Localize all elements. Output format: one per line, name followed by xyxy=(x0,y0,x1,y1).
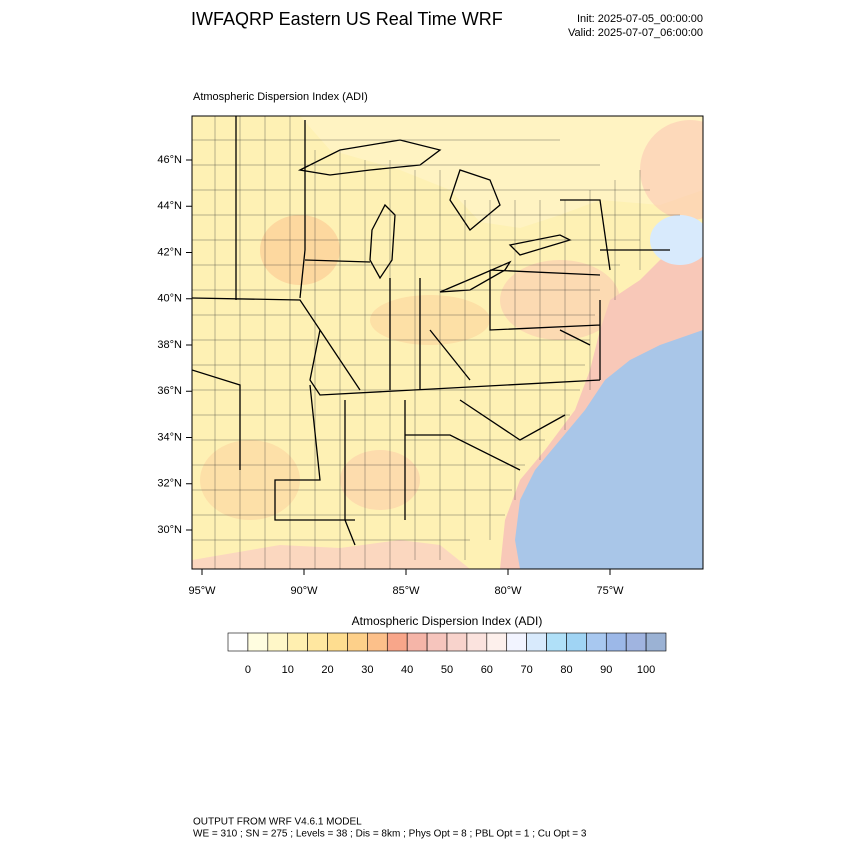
title: IWFAQRP Eastern US Real Time WRF xyxy=(191,9,503,29)
colorbar-tick-label: 40 xyxy=(401,664,413,676)
lon-label: 85°W xyxy=(392,585,420,597)
colorbar-box xyxy=(227,632,249,652)
colorbar-box xyxy=(566,632,587,652)
init-time: Init: 2025-07-05_00:00:00 xyxy=(577,13,703,25)
lat-label: 30°N xyxy=(157,524,182,536)
lat-label: 40°N xyxy=(157,293,182,305)
colorbar-box xyxy=(247,632,269,652)
lat-label: 44°N xyxy=(157,200,182,212)
colorbar-box xyxy=(546,632,567,652)
lat-label: 32°N xyxy=(157,478,182,490)
footer-line: WE = 310 ; SN = 275 ; Levels = 38 ; Dis … xyxy=(193,829,587,840)
lat-label: 38°N xyxy=(157,339,182,351)
lat-label: 46°N xyxy=(157,154,182,166)
colorbar-tick-label: 100 xyxy=(637,664,655,676)
colorbar-box xyxy=(426,632,448,652)
footer-line: OUTPUT FROM WRF V4.6.1 MODEL xyxy=(193,817,362,828)
colorbar-box xyxy=(367,632,388,652)
county-grid xyxy=(192,116,680,569)
colorbar-tick-label: 30 xyxy=(361,664,373,676)
colorbar-box xyxy=(526,632,547,652)
colorbar-box xyxy=(645,632,667,652)
lon-label: 80°W xyxy=(494,585,522,597)
lon-label: 95°W xyxy=(188,585,216,597)
colorbar-box xyxy=(605,632,627,652)
colorbar-tick-label: 60 xyxy=(481,664,493,676)
state-borders xyxy=(192,116,670,546)
colorbar-box xyxy=(267,632,289,652)
colorbar-box xyxy=(287,632,308,652)
lat-label: 42°N xyxy=(157,246,182,258)
lon-label: 75°W xyxy=(596,585,624,597)
lat-label: 36°N xyxy=(157,385,182,397)
colorbar-box xyxy=(466,632,488,652)
colorbar-tick-label: 90 xyxy=(600,664,612,676)
colorbar-tick-label: 10 xyxy=(282,664,294,676)
colorbar-tick-label: 50 xyxy=(441,664,453,676)
lon-label: 90°W xyxy=(290,585,318,597)
colorbar-tick-label: 80 xyxy=(560,664,572,676)
colorbar-tick-label: 0 xyxy=(245,664,251,676)
colorbar-box xyxy=(307,632,328,652)
lat-label: 34°N xyxy=(157,431,182,443)
colorbar-title: Atmospheric Dispersion Index (ADI) xyxy=(352,614,543,628)
colorbar-box xyxy=(486,632,508,652)
map-frame xyxy=(191,115,704,570)
colorbar-box xyxy=(586,632,607,652)
colorbar-box xyxy=(446,632,468,652)
map-area xyxy=(192,116,703,569)
colorbar-tick-label: 70 xyxy=(521,664,533,676)
colorbar-tick-label: 20 xyxy=(321,664,333,676)
colorbar-box xyxy=(506,632,527,652)
colorbar-box xyxy=(347,632,368,652)
colorbar-box xyxy=(625,632,647,652)
map-label: Atmospheric Dispersion Index (ADI) xyxy=(193,91,368,103)
valid-time: Valid: 2025-07-07_06:00:00 xyxy=(568,27,703,39)
colorbar-box xyxy=(327,632,348,652)
colorbar-box xyxy=(386,632,408,652)
colorbar-box xyxy=(406,632,428,652)
